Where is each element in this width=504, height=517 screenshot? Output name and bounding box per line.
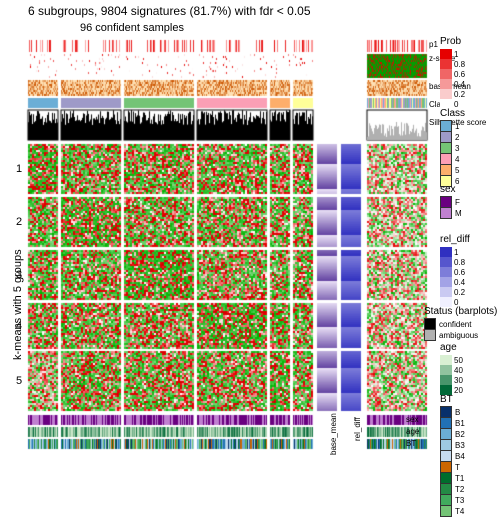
reldiff-col-label: rel_diff <box>353 417 362 441</box>
legend-reldiff: rel_diff 10.80.60.40.20 <box>440 234 500 307</box>
row-group-label: 2 <box>16 216 22 228</box>
row-group-label: 5 <box>16 375 22 387</box>
row-group-label: 3 <box>16 269 22 281</box>
age-track-label: age <box>406 427 419 436</box>
bt-track-label: BT <box>406 439 416 448</box>
legend-prob: Prob 10.80.60.40.20 <box>440 36 500 109</box>
sex-track-label: sex <box>406 415 418 424</box>
p1-label: p1 <box>429 40 438 49</box>
legend-bt: BT BB1B2B3B4TT1T2T3T4 <box>440 394 500 517</box>
legend-status: Status (barplots) confidentambiguous <box>424 306 504 341</box>
legend-sex: sex FM <box>440 184 500 219</box>
legend-class: Class 123456 <box>440 108 500 187</box>
row-group-label: 4 <box>16 320 22 332</box>
legend-age: age 50403020 <box>440 342 500 395</box>
row-group-label: 1 <box>16 163 22 175</box>
basemean-col-label: base_mean <box>329 413 338 455</box>
heatmap-canvas <box>0 0 504 504</box>
